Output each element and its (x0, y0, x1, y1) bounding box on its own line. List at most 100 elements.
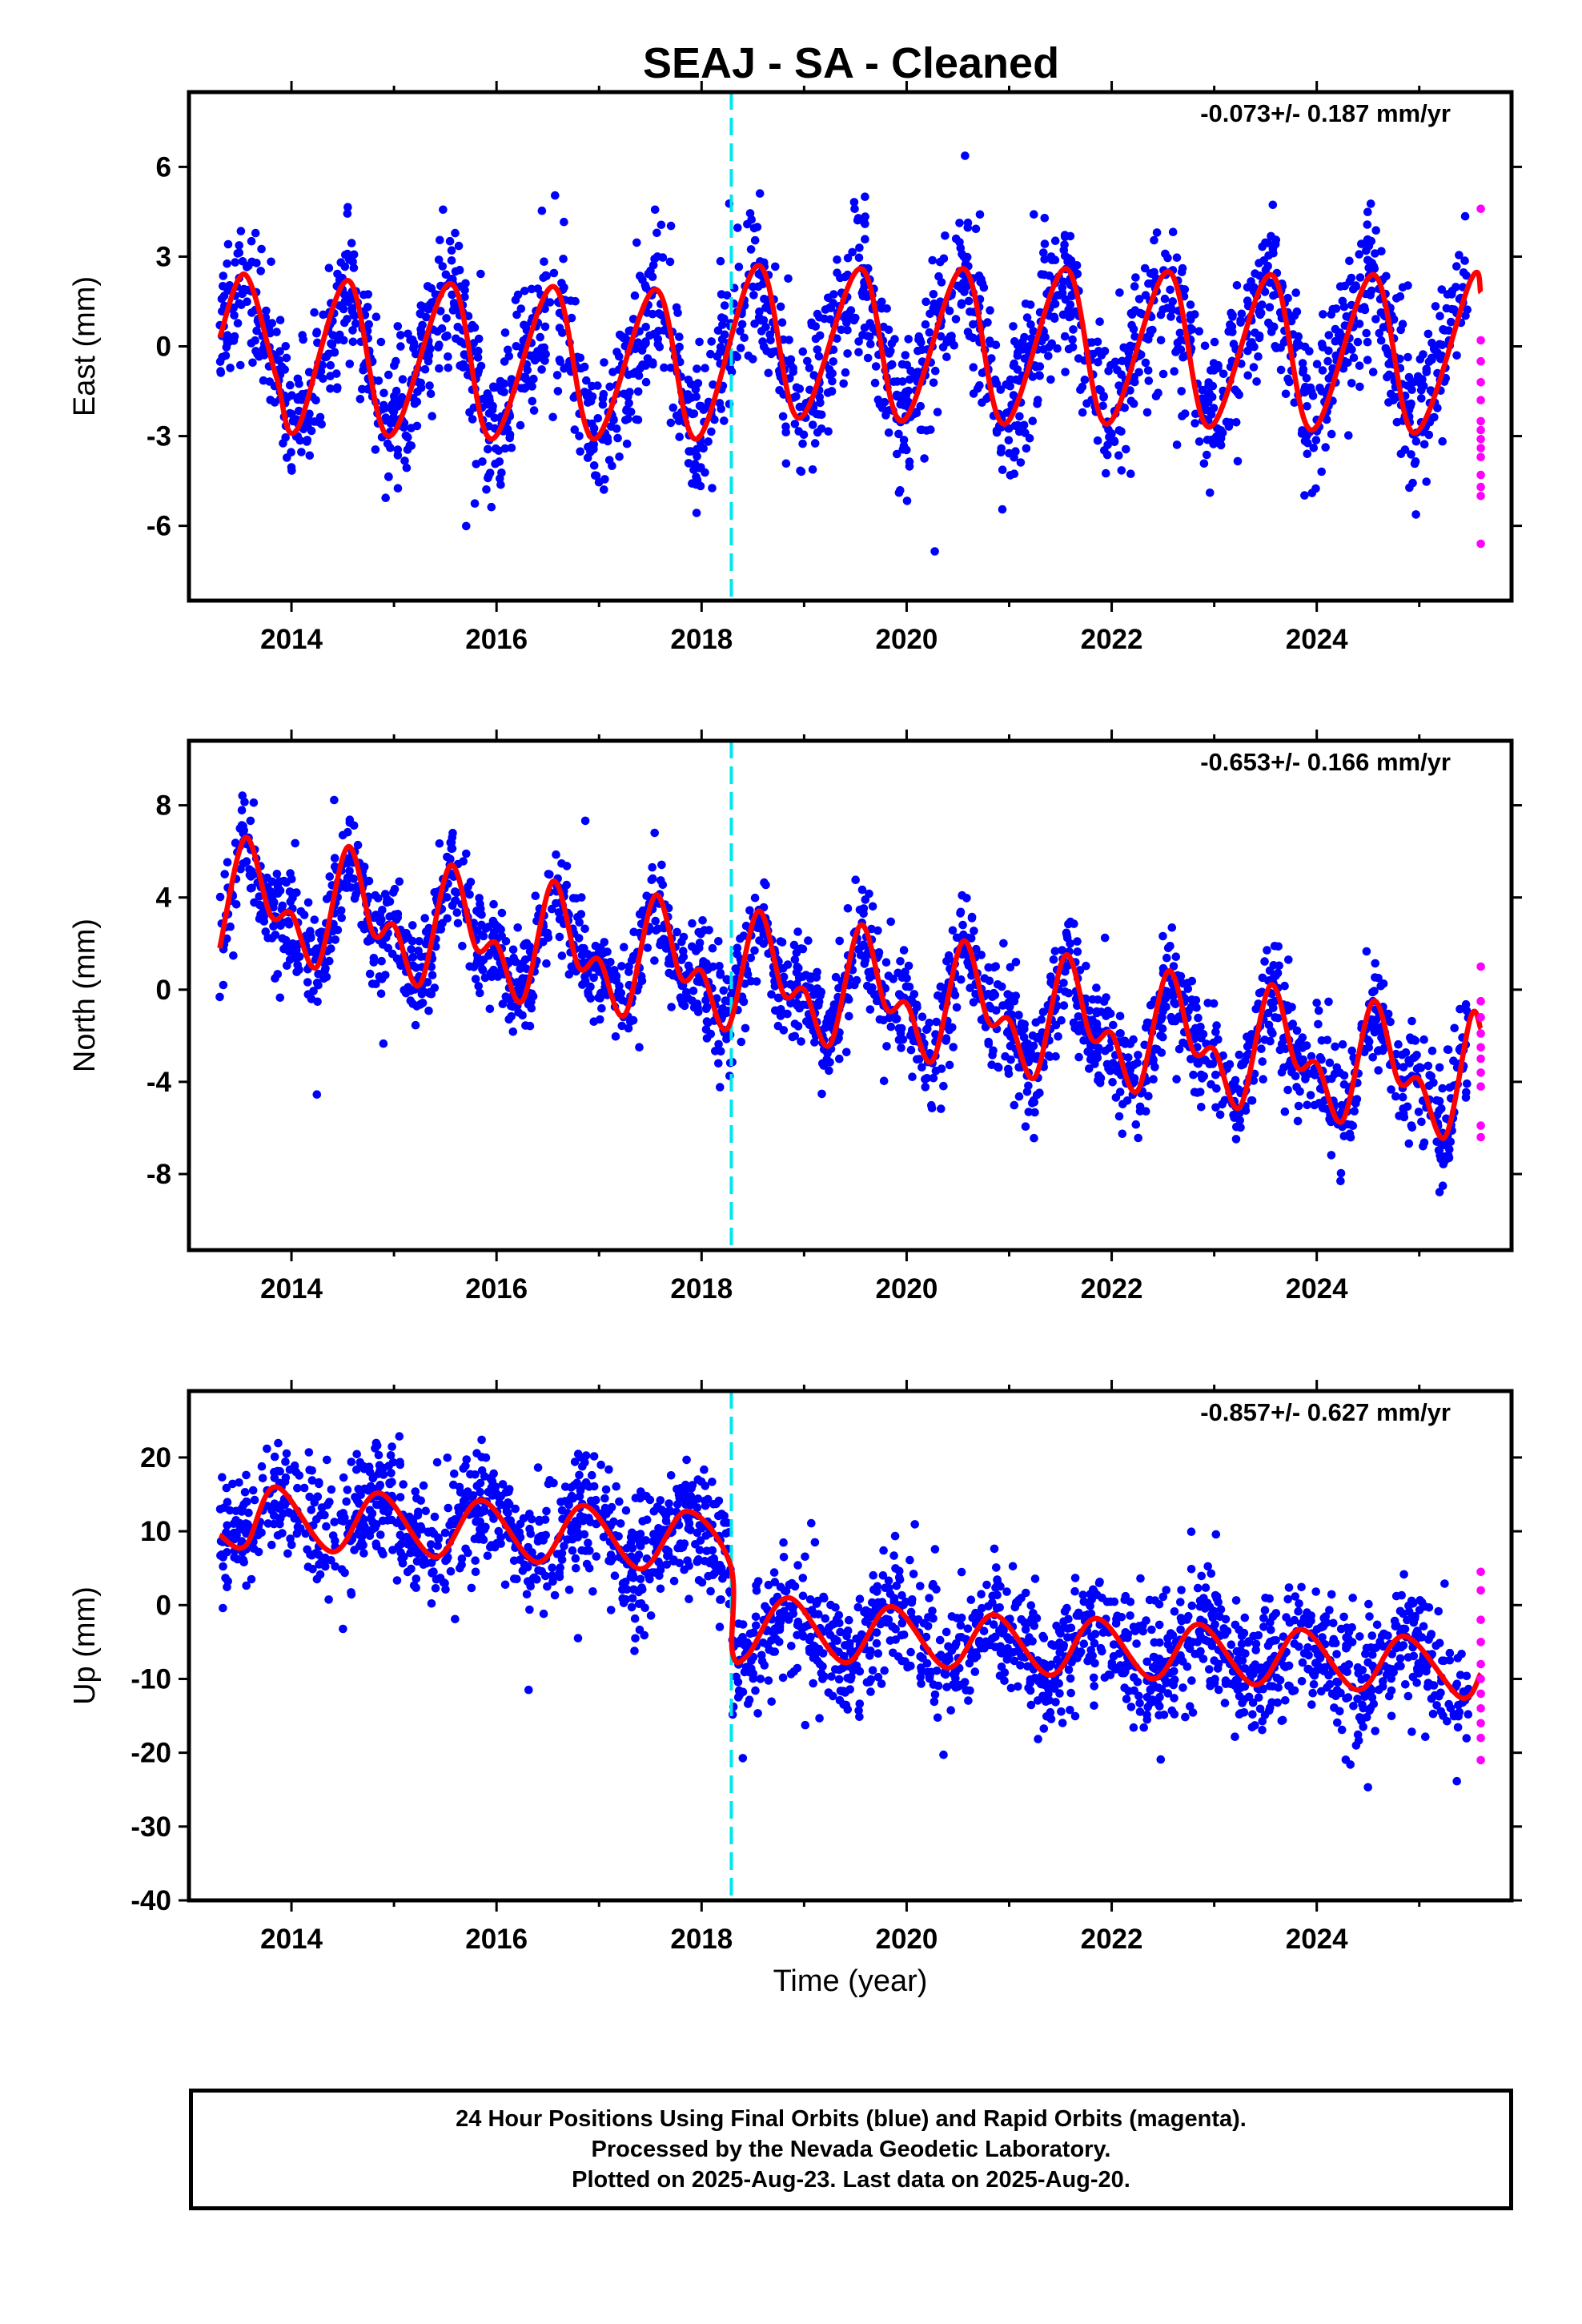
final-orbit-point (1258, 973, 1267, 983)
final-orbit-point (776, 937, 785, 946)
final-orbit-point (529, 406, 539, 415)
final-orbit-point (849, 198, 859, 207)
final-orbit-point (1073, 937, 1082, 946)
final-orbit-point (1014, 1011, 1023, 1019)
final-orbit-point (1191, 1023, 1200, 1033)
final-orbit-point (929, 304, 938, 313)
final-orbit-point (479, 931, 488, 941)
final-orbit-point (330, 795, 339, 805)
final-orbit-point (1047, 339, 1056, 348)
final-orbit-point (229, 951, 238, 960)
final-orbit-point (1090, 1027, 1099, 1035)
final-orbit-point (1350, 1107, 1359, 1116)
final-orbit-point (1162, 953, 1171, 963)
final-orbit-point (1435, 312, 1444, 321)
y-axis-label-north: North (mm) (68, 919, 102, 1072)
final-orbit-point (1268, 200, 1278, 210)
final-orbit-point (969, 320, 978, 329)
final-orbit-point (600, 358, 608, 367)
final-orbit-point (1215, 1110, 1225, 1120)
final-orbit-point (292, 954, 301, 963)
final-orbit-point (1436, 355, 1445, 364)
final-orbit-point (416, 378, 425, 388)
final-orbit-point (774, 993, 784, 1003)
final-orbit-point (843, 349, 852, 358)
final-orbit-point (1359, 303, 1369, 312)
final-orbit-point (1001, 1051, 1010, 1061)
final-orbit-point (1035, 1088, 1044, 1097)
final-orbit-point (816, 398, 825, 408)
final-orbit-point (666, 364, 676, 372)
y-tick-label: -8 (147, 1159, 171, 1190)
final-orbit-point (792, 383, 801, 392)
final-orbit-point (1016, 458, 1026, 467)
final-orbit-point (1134, 1051, 1142, 1059)
final-orbit-point (928, 255, 937, 265)
final-orbit-point (886, 1022, 896, 1031)
final-orbit-point (660, 363, 669, 372)
final-orbit-point (404, 983, 412, 991)
final-orbit-point (1173, 344, 1182, 354)
final-orbit-point (443, 1454, 452, 1462)
final-orbit-point (1106, 1009, 1115, 1018)
final-orbit-point (948, 1023, 957, 1032)
final-orbit-point (1332, 1650, 1341, 1659)
final-orbit-point (1033, 400, 1042, 408)
final-orbit-point (873, 926, 882, 935)
rapid-orbit-point (1476, 1054, 1485, 1063)
final-orbit-point (952, 1003, 962, 1012)
final-orbit-point (1411, 1052, 1419, 1062)
rapid-orbit-point (1476, 336, 1485, 345)
final-orbit-point (934, 271, 943, 281)
final-orbit-point (1243, 1032, 1251, 1041)
final-orbit-point (557, 859, 566, 868)
final-orbit-point (845, 1615, 853, 1625)
final-orbit-point (993, 980, 1002, 989)
rapid-orbit-point (1476, 492, 1485, 501)
final-orbit-point (1310, 1100, 1319, 1110)
final-orbit-point (608, 461, 616, 470)
final-orbit-point (1363, 356, 1372, 364)
final-orbit-point (1347, 1046, 1356, 1055)
final-orbit-point (229, 336, 239, 345)
final-orbit-point (1024, 1081, 1033, 1091)
x-tick-label: 2024 (1286, 1273, 1348, 1305)
final-orbit-point (1460, 211, 1470, 221)
final-orbit-point (608, 368, 617, 376)
final-orbit-point (427, 990, 436, 999)
final-orbit-point (966, 1595, 976, 1604)
final-orbit-point (809, 990, 818, 999)
final-orbit-point (1251, 328, 1259, 337)
final-orbit-point (252, 259, 261, 267)
final-orbit-point (223, 259, 231, 268)
final-orbit-point (884, 325, 893, 335)
final-orbit-point (1210, 337, 1219, 347)
final-orbit-point (1347, 273, 1356, 283)
final-orbit-point (669, 403, 678, 412)
final-orbit-point (404, 329, 412, 339)
final-orbit-point (295, 380, 303, 388)
final-orbit-point (716, 968, 725, 978)
final-orbit-point (871, 362, 881, 371)
final-orbit-point (605, 382, 614, 392)
final-orbit-point (1131, 1120, 1141, 1129)
final-orbit-point (1335, 1068, 1345, 1077)
final-orbit-point (555, 356, 564, 364)
final-orbit-point (1211, 1027, 1220, 1036)
final-orbit-point (330, 854, 339, 862)
final-orbit-point (1229, 1111, 1238, 1120)
final-orbit-point (1452, 283, 1460, 292)
final-orbit-point (1094, 384, 1103, 394)
final-orbit-point (1251, 269, 1259, 278)
final-orbit-point (1324, 997, 1333, 1007)
final-orbit-point (1195, 327, 1204, 336)
final-orbit-point (770, 1578, 780, 1586)
final-orbit-point (1163, 943, 1173, 953)
final-orbit-point (1010, 996, 1019, 1006)
final-orbit-point (448, 901, 457, 911)
final-orbit-point (1307, 1051, 1316, 1061)
final-orbit-point (240, 798, 249, 806)
final-orbit-point (1172, 1075, 1181, 1084)
final-orbit-point (751, 1612, 761, 1622)
final-orbit-point (507, 443, 516, 452)
